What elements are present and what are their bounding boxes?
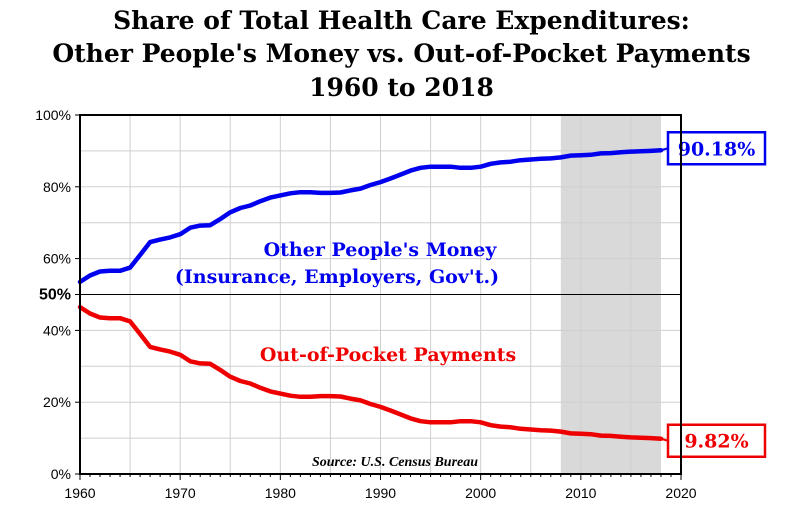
series-line-other-peoples-money (77, 148, 664, 285)
end-value-label: 9.82% (684, 431, 748, 453)
series-label-other-peoples-money-line-2: (Insurance, Employers, Gov't.) (175, 266, 499, 288)
series-label-other-peoples-money-line-1: Other People's Money (264, 239, 498, 261)
x-tick-label: 2020 (665, 485, 696, 501)
chart-title-line-1: Share of Total Health Care Expenditures: (113, 6, 690, 35)
y-tick-label: 50% (39, 287, 71, 304)
series-label-out-of-pocket-line-1: Out-of-Pocket Payments (260, 344, 516, 366)
end-value-box (666, 131, 767, 166)
x-tick-label: 1980 (265, 485, 296, 501)
y-tick-label: 20% (43, 394, 71, 410)
x-tick-label: 1960 (64, 485, 95, 501)
y-tick-label: 80% (43, 179, 71, 195)
y-tick-label: 60% (43, 251, 71, 267)
y-tick-label: 0% (51, 466, 71, 482)
x-tick-label: 2000 (465, 485, 496, 501)
x-tick-label: 1990 (365, 485, 396, 501)
x-tick-label: 1970 (165, 485, 196, 501)
chart-title-line-2: Other People's Money vs. Out-of-Pocket P… (52, 39, 751, 68)
end-value-label: 90.18% (678, 138, 756, 160)
series-line-out-of-pocket (77, 304, 664, 441)
end-value-box (666, 423, 767, 458)
x-tick-label: 2010 (565, 485, 596, 501)
source-annotation: Source: U.S. Census Bureau (312, 455, 478, 470)
y-tick-label: 40% (43, 322, 71, 338)
y-tick-label: 100% (35, 107, 71, 123)
chart-title-line-3: 1960 to 2018 (309, 73, 494, 102)
